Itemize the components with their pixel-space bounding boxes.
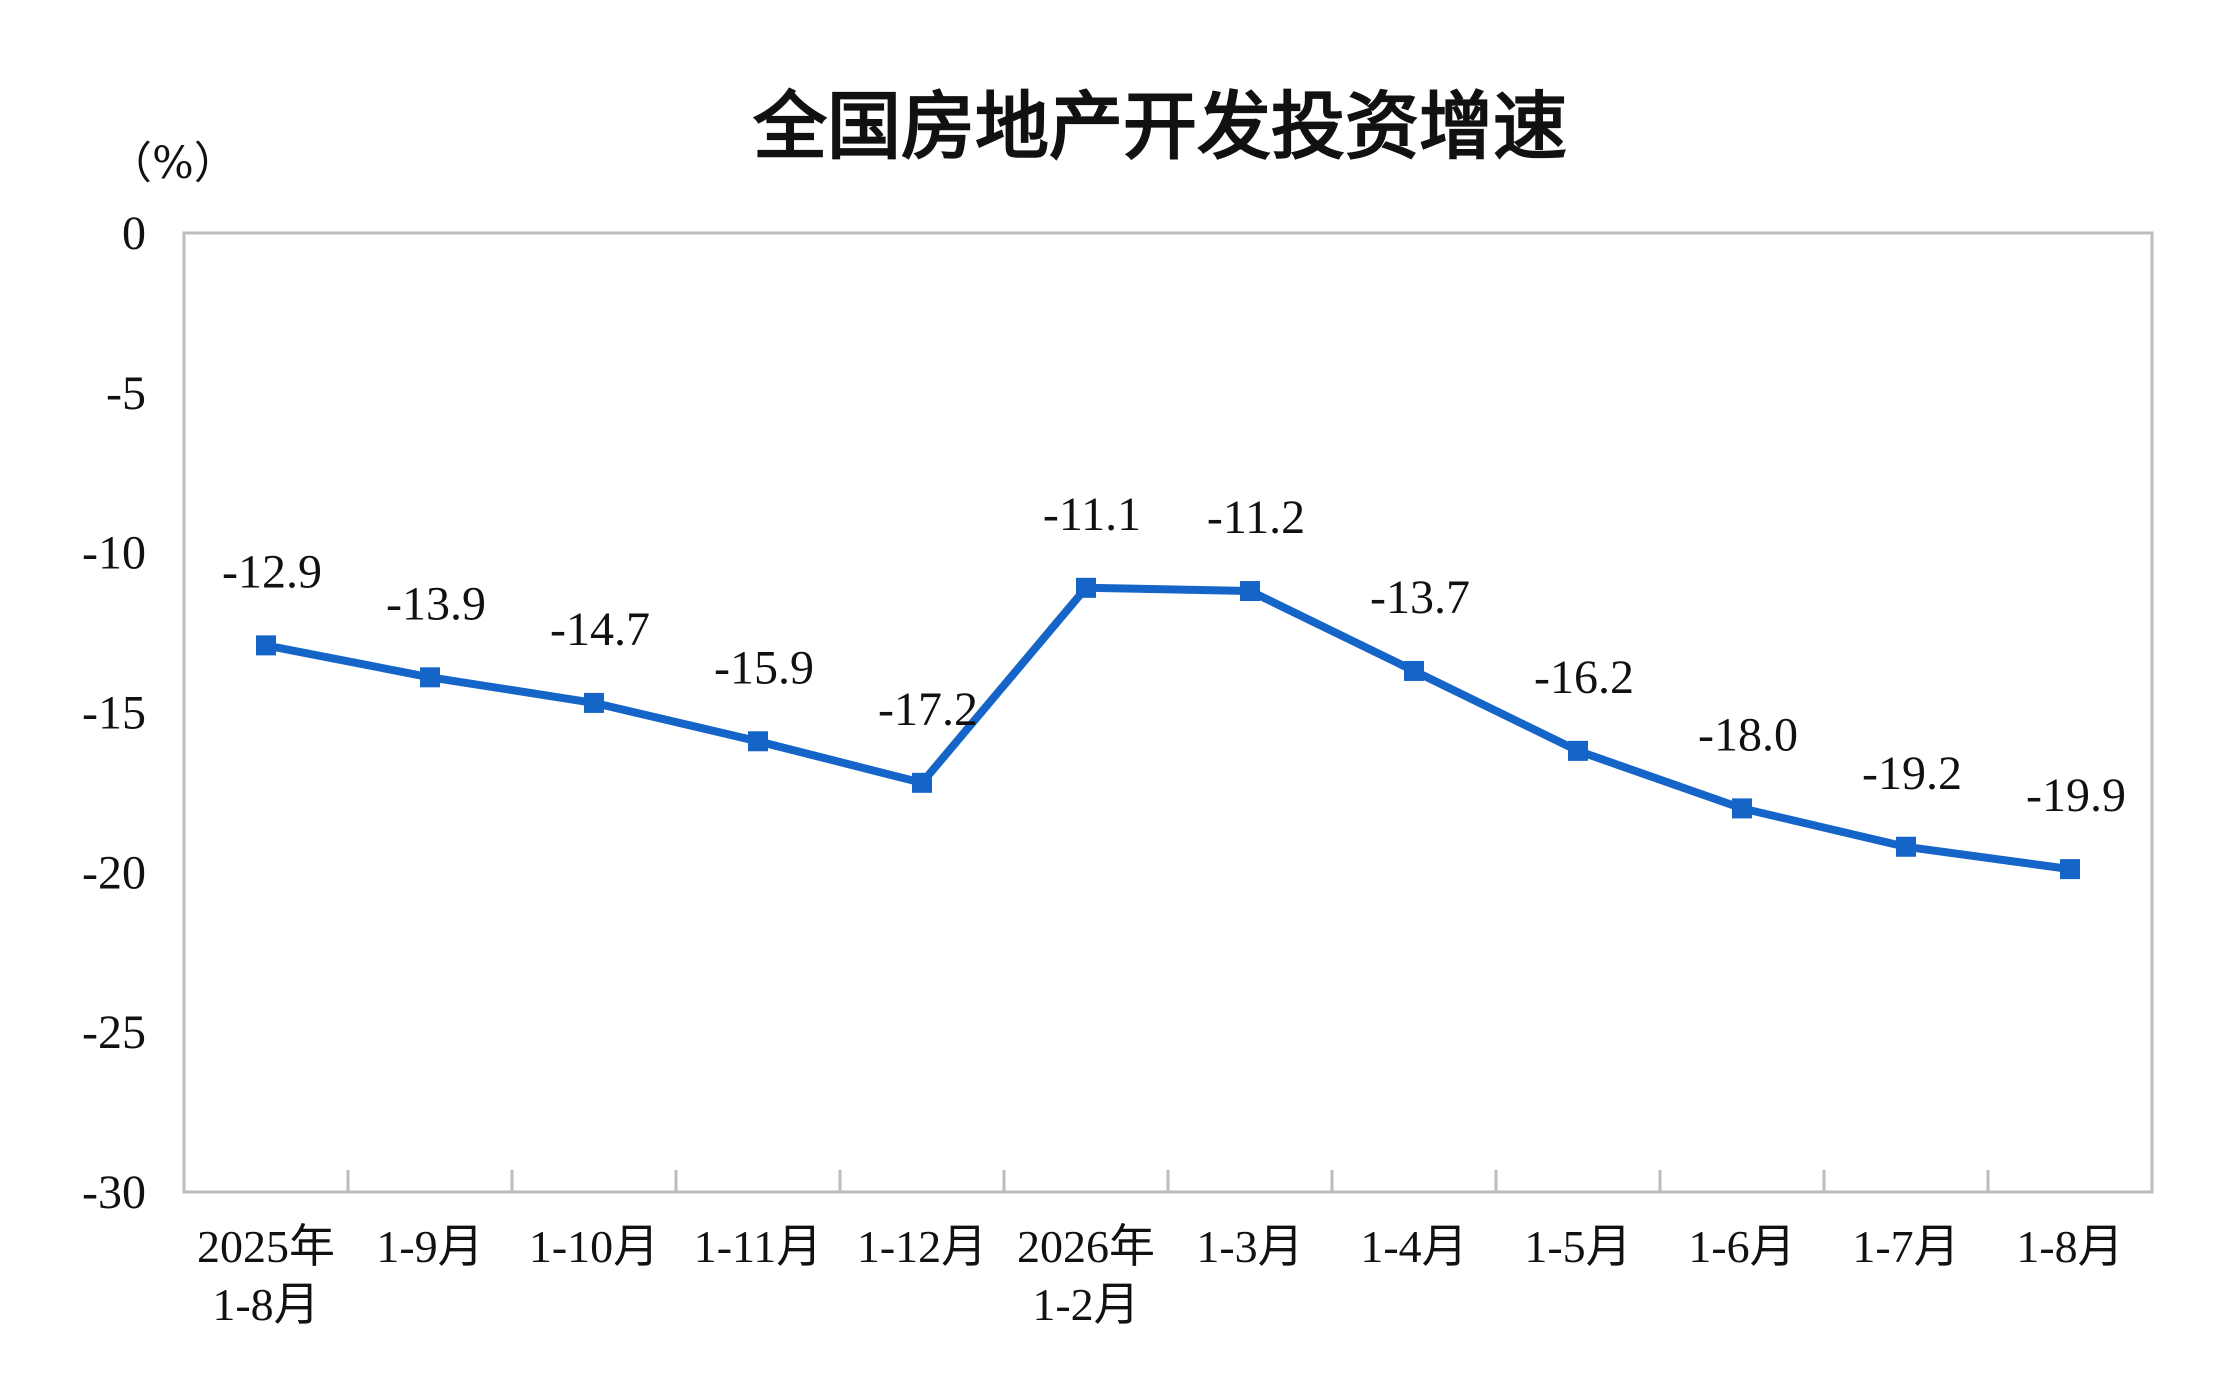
data-label: -19.9: [2026, 769, 2126, 822]
data-label: -19.2: [1862, 747, 1962, 800]
data-label: -14.7: [550, 603, 650, 656]
data-point-marker: [420, 667, 440, 688]
data-point-marker: [256, 635, 276, 656]
series-markers: [256, 577, 2080, 880]
y-tick-label: -30: [82, 1166, 146, 1219]
x-axis: 2025年 1-8月 1-9月 1-10月 1-11月 1-12月 2026年 1-2月 1-3…: [197, 1170, 2124, 1330]
data-point-marker: [1240, 581, 1260, 602]
data-point-marker: [2060, 859, 2080, 880]
y-tick-label: -20: [82, 846, 146, 899]
x-tick-label: 1-5月: [1524, 1221, 1631, 1272]
data-label: -15.9: [714, 641, 814, 694]
data-point-marker: [1568, 740, 1588, 761]
y-axis: 0 -5 -10 -15 -20 -25 -30: [82, 207, 146, 1219]
x-tick-label: 1-10月: [529, 1221, 659, 1272]
x-tick-label: 1-12月: [857, 1221, 987, 1272]
data-point-marker: [1076, 577, 1096, 598]
data-label: -12.9: [222, 545, 322, 598]
chart-title: 全国房地产开发投资增速: [752, 84, 1567, 170]
data-labels: -12.9 -13.9 -14.7 -15.9 -17.2 -11.1 -11.2 -13.7…: [222, 488, 2126, 822]
x-tick-label: 1-11月: [694, 1221, 823, 1272]
data-point-marker: [748, 731, 768, 752]
data-label: -13.9: [386, 577, 486, 630]
x-tick-label: 1-6月: [1688, 1221, 1795, 1272]
data-label: -11.1: [1043, 488, 1141, 541]
x-tick-label: 2026年: [1017, 1221, 1155, 1272]
series-line: [262, 583, 2074, 874]
data-label: -17.2: [878, 683, 978, 736]
data-point-marker: [912, 772, 932, 793]
x-tick-label: 2025年: [197, 1221, 335, 1272]
x-tick-label: 1-9月: [376, 1221, 483, 1272]
y-tick-label: 0: [122, 207, 146, 260]
plot-area: [182, 231, 2154, 1194]
x-tick-label: 1-8月: [2016, 1221, 2123, 1272]
y-axis-unit-label: （%）: [108, 138, 238, 189]
data-label: -11.2: [1207, 491, 1305, 544]
x-tick-label: 1-7月: [1852, 1221, 1959, 1272]
data-label: -16.2: [1534, 651, 1634, 704]
data-point-marker: [584, 692, 604, 713]
x-tick-label: 1-3月: [1196, 1221, 1303, 1272]
x-tick-label: 1-8月: [212, 1279, 319, 1330]
data-point-marker: [1732, 798, 1752, 819]
x-tick-label: 1-4月: [1360, 1221, 1467, 1272]
y-tick-label: -5: [106, 367, 146, 420]
y-tick-label: -10: [82, 527, 146, 580]
data-point-marker: [1896, 836, 1916, 857]
x-tick-label: 1-2月: [1032, 1279, 1139, 1330]
data-label: -13.7: [1370, 571, 1470, 624]
data-point-marker: [1404, 660, 1424, 681]
y-tick-label: -25: [82, 1006, 146, 1059]
y-tick-label: -15: [82, 687, 146, 740]
data-label: -18.0: [1698, 708, 1798, 761]
